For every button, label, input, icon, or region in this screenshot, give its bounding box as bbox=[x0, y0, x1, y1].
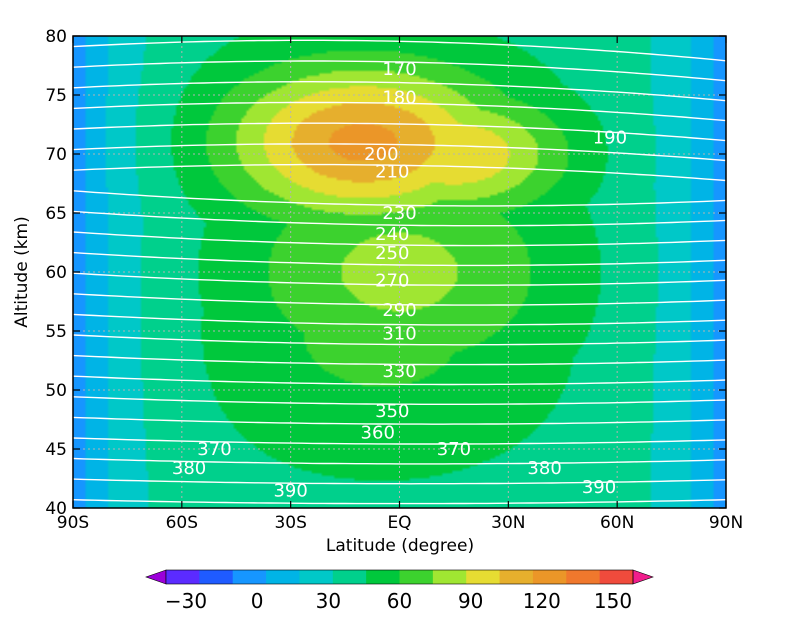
contour-line bbox=[73, 354, 726, 366]
contour-line bbox=[73, 122, 726, 142]
contour-line bbox=[73, 231, 726, 247]
colorbar-arrow-low bbox=[145, 569, 167, 585]
y-tick-label: 45 bbox=[45, 440, 67, 460]
contour-lines bbox=[73, 39, 726, 505]
x-tick-label: 30N bbox=[491, 513, 525, 533]
contour-label: 390 bbox=[582, 477, 616, 498]
y-tick-label: 50 bbox=[45, 381, 67, 401]
colorbar-segment bbox=[366, 570, 400, 584]
contour-label: 390 bbox=[273, 480, 307, 501]
colorbar-segment bbox=[332, 570, 367, 584]
y-tick-label: 80 bbox=[45, 27, 67, 47]
contour-line bbox=[73, 60, 726, 82]
contour-line bbox=[73, 416, 726, 425]
colorbar-label: 0 bbox=[251, 589, 264, 613]
colorbar-segment bbox=[466, 570, 501, 584]
contour-line bbox=[73, 81, 726, 102]
colorbar-segment bbox=[599, 570, 634, 584]
contour-label: 360 bbox=[361, 422, 395, 443]
x-axis: 90S 60S 30S EQ 30N 60N 90N bbox=[57, 36, 743, 533]
contour-line bbox=[73, 437, 726, 445]
colorbar-segment bbox=[299, 570, 334, 584]
contour-label: 230 bbox=[382, 203, 416, 224]
contour-label: 240 bbox=[375, 224, 409, 245]
contour-label: 170 bbox=[382, 59, 416, 80]
contour-label: 200 bbox=[364, 144, 398, 165]
plot-area: 1701801902002102302402502702903103303503… bbox=[72, 35, 727, 509]
contour-line bbox=[73, 163, 726, 182]
grid-lines bbox=[73, 36, 726, 508]
colorbar-label: −30 bbox=[165, 589, 207, 613]
colorbar-segment bbox=[399, 570, 434, 584]
colorbar-label: 60 bbox=[387, 589, 412, 613]
contour-line bbox=[73, 272, 726, 286]
contour-line bbox=[73, 190, 726, 207]
x-tick-label: 90S bbox=[57, 513, 89, 533]
colorbar-label: 150 bbox=[594, 589, 632, 613]
colorbar-segment bbox=[532, 570, 567, 584]
contour-line bbox=[73, 457, 726, 465]
y-axis: 40 45 50 55 60 65 70 75 80 bbox=[45, 27, 726, 519]
colorbar: −30 0 30 60 90 120 150 bbox=[145, 569, 654, 613]
contour-label: 380 bbox=[527, 458, 561, 479]
contour-label: 380 bbox=[172, 458, 206, 479]
contour-line bbox=[73, 293, 726, 306]
colorbar-segment bbox=[266, 570, 300, 584]
y-tick-label: 55 bbox=[45, 322, 67, 342]
x-tick-label: 60S bbox=[166, 513, 198, 533]
colorbar-segment bbox=[199, 570, 234, 584]
y-axis-title: Altitude (km) bbox=[12, 216, 32, 328]
colorbar-segment bbox=[499, 570, 534, 584]
x-tick-label: 60N bbox=[600, 513, 634, 533]
colorbar-label: 30 bbox=[316, 589, 341, 613]
contour-line bbox=[73, 101, 726, 122]
colorbar-label: 120 bbox=[523, 589, 561, 613]
y-tick-label: 75 bbox=[45, 86, 67, 106]
contour-label: 290 bbox=[382, 300, 416, 321]
contour-labels: 1701801902002102302402502702903103303503… bbox=[172, 59, 627, 501]
contour-line bbox=[73, 375, 726, 386]
contour-label: 370 bbox=[437, 439, 471, 460]
x-axis-title: Latitude (degree) bbox=[326, 536, 474, 556]
contour-label: 270 bbox=[375, 270, 409, 291]
contour-label: 210 bbox=[375, 162, 409, 183]
contour-label: 370 bbox=[197, 439, 231, 460]
colorbar-label: 90 bbox=[458, 589, 483, 613]
contour-line bbox=[73, 210, 726, 227]
y-tick-label: 70 bbox=[45, 145, 67, 165]
contour-label: 250 bbox=[375, 243, 409, 264]
x-tick-label: 30S bbox=[274, 513, 306, 533]
contour-label: 180 bbox=[382, 87, 416, 108]
colorbar-arrow-high bbox=[632, 569, 654, 585]
contour-label: 350 bbox=[375, 401, 409, 422]
x-tick-label: 90N bbox=[709, 513, 743, 533]
colorbar-segment bbox=[432, 570, 467, 584]
contour-line bbox=[73, 478, 726, 485]
colorbar-segment bbox=[232, 570, 267, 584]
y-tick-label: 65 bbox=[45, 204, 67, 224]
contour-line bbox=[73, 334, 726, 346]
x-tick-label: EQ bbox=[387, 513, 411, 533]
colorbar-segment bbox=[566, 570, 601, 584]
contour-line bbox=[73, 313, 726, 326]
y-tick-label: 40 bbox=[45, 499, 67, 519]
colorbar-frame bbox=[165, 569, 634, 585]
contour-line bbox=[73, 396, 726, 405]
contour-label: 330 bbox=[382, 361, 416, 382]
contour-label: 310 bbox=[382, 323, 416, 344]
contour-line bbox=[73, 251, 726, 267]
contour-line bbox=[73, 143, 726, 162]
y-tick-label: 60 bbox=[45, 263, 67, 283]
contour-label: 190 bbox=[593, 127, 627, 148]
colorbar-segment bbox=[166, 570, 200, 584]
